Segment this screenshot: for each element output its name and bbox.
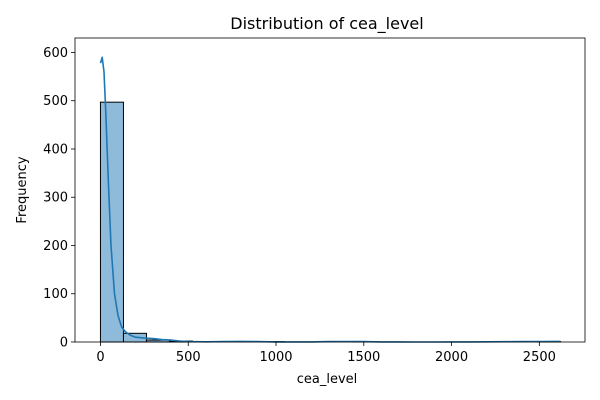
x-tick-label: 500 [176,350,201,365]
y-tick-label: 0 [60,336,68,351]
y-axis-label: Frequency [15,156,30,223]
x-tick-label: 1500 [347,350,380,365]
x-tick-label: 2500 [523,350,556,365]
x-tick-label: 0 [96,350,104,365]
y-tick-label: 100 [43,287,68,302]
y-tick-label: 500 [43,94,68,109]
kde-curve [99,56,561,343]
y-tick-label: 200 [43,239,68,254]
histogram-bar [99,101,124,343]
axes-frame [74,37,586,343]
chart-title: Distribution of cea_level [230,14,423,34]
x-tick-label: 2000 [435,350,468,365]
y-tick-label: 600 [43,46,68,61]
plot-area: 0 500 1000 1500 2000 2500 0 100 200 300 400 500 600 [43,37,586,365]
y-tick-label: 300 [43,191,68,206]
y-tick-label: 400 [43,142,68,157]
x-axis-label: cea_level [297,372,358,387]
x-tick-label: 1000 [259,350,292,365]
